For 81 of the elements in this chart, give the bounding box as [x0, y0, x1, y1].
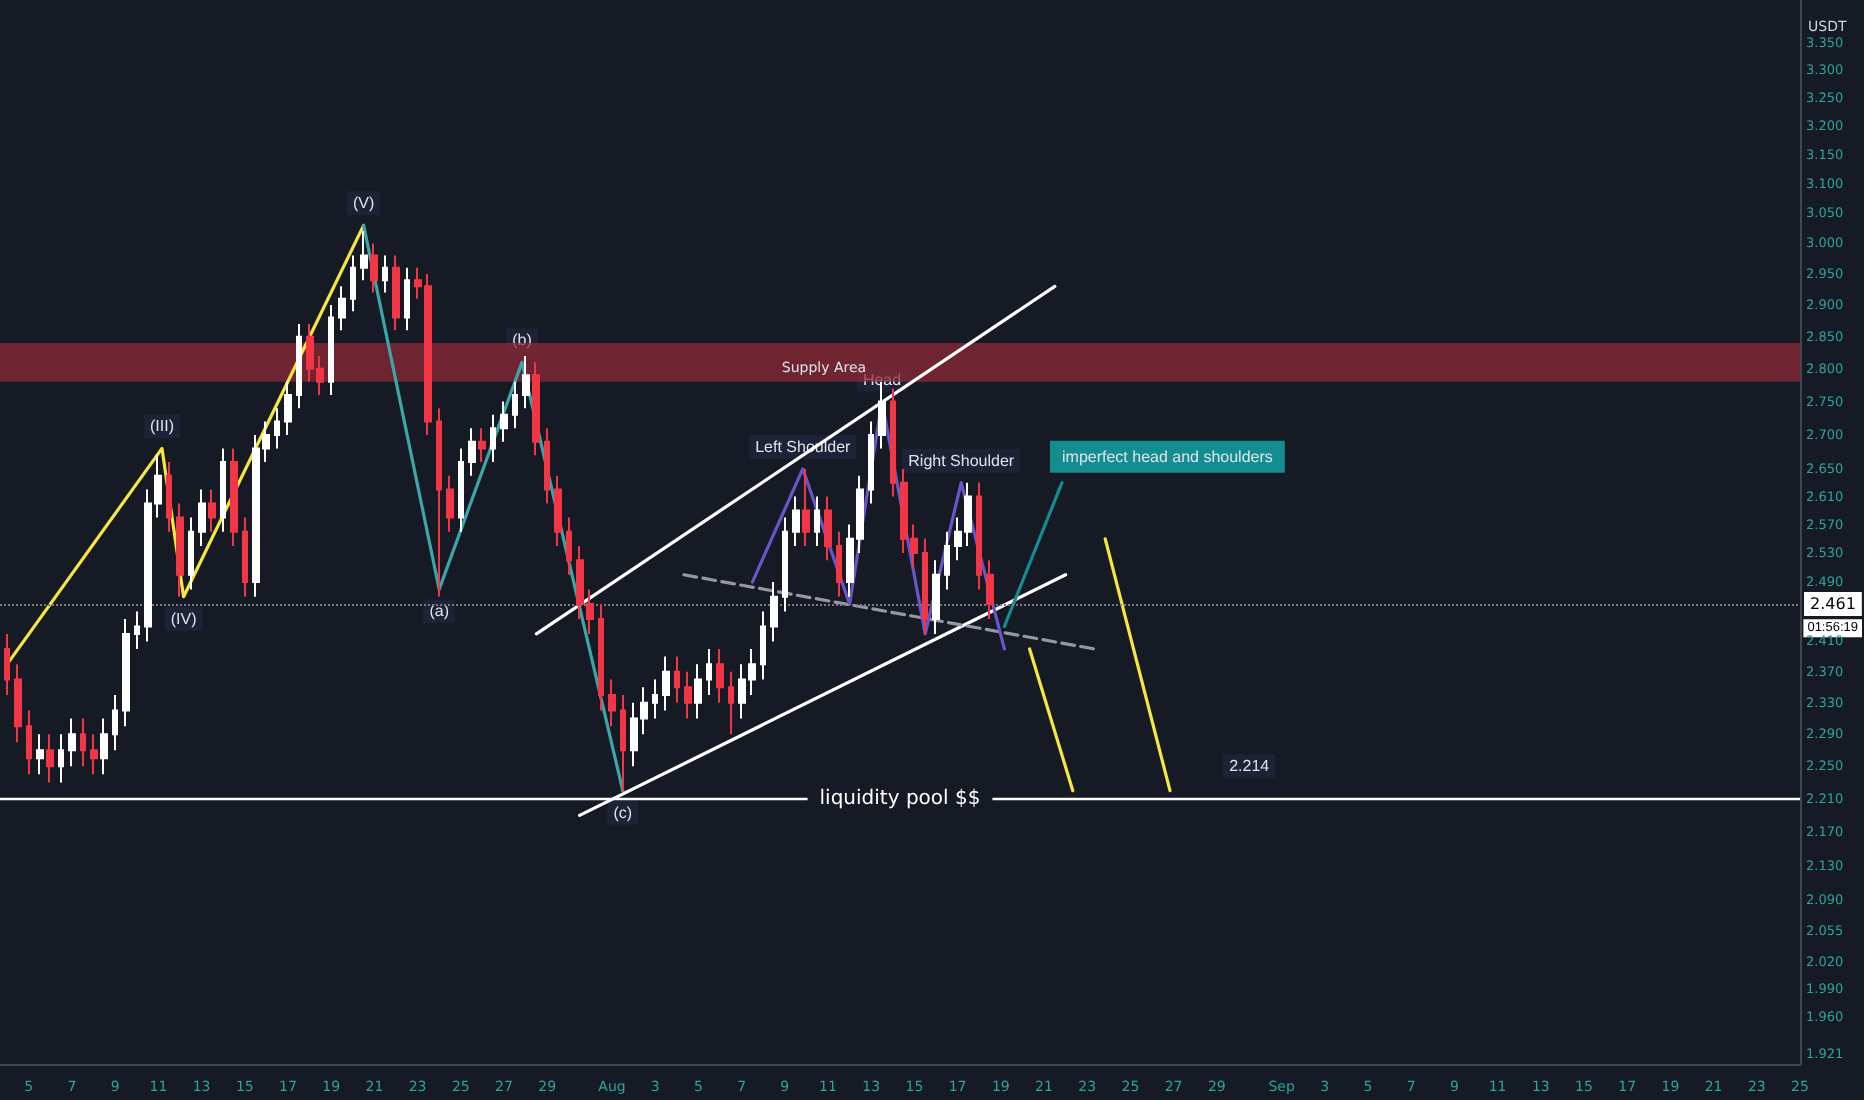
candlestick	[436, 407, 442, 598]
candlestick	[782, 516, 788, 613]
candlestick	[598, 603, 604, 712]
candlestick	[944, 530, 950, 591]
candlestick	[46, 733, 54, 784]
candlestick	[532, 361, 540, 457]
candlestick	[802, 467, 810, 547]
candlestick	[922, 537, 928, 635]
candlestick	[134, 610, 140, 650]
candlestick	[404, 266, 410, 332]
candlestick	[836, 530, 842, 598]
candlestick	[544, 427, 550, 505]
annotation: Right Shoulder	[908, 451, 1015, 470]
candlestick	[468, 427, 476, 477]
candlestick	[58, 733, 64, 784]
candlestick	[4, 632, 10, 696]
candlestick	[554, 474, 562, 547]
candlestick	[122, 617, 130, 728]
annotation: (V)	[352, 194, 375, 213]
candlestick	[662, 655, 670, 712]
annotation: (c)	[613, 803, 633, 822]
candlestick	[188, 516, 194, 591]
annotation: (b)	[512, 331, 533, 350]
annotation: imperfect head and shoulders	[1062, 447, 1273, 466]
candlestick	[814, 495, 820, 547]
candlestick	[674, 655, 680, 704]
candlestick	[566, 516, 572, 576]
candlestick	[370, 242, 378, 294]
candlestick	[868, 420, 874, 505]
candlestick	[620, 693, 626, 792]
candlestick	[220, 447, 226, 533]
candlestick	[792, 495, 800, 547]
candlestick	[242, 516, 248, 598]
candlestick	[382, 254, 388, 294]
candlestick	[90, 733, 98, 776]
candlestick	[706, 647, 712, 696]
candlestick	[284, 380, 292, 436]
candlestick	[100, 717, 108, 776]
candlestick	[166, 461, 172, 533]
candlestick	[176, 502, 184, 598]
candlestick	[14, 663, 22, 744]
candlestick	[26, 709, 32, 776]
candlestick	[360, 230, 368, 282]
candlestick	[198, 488, 206, 547]
candlestick	[446, 474, 454, 533]
candlestick	[80, 717, 86, 768]
candlestick	[500, 400, 508, 443]
candlestick	[274, 407, 280, 450]
candlestick	[458, 447, 464, 533]
candlestick	[112, 693, 118, 752]
candlestick	[478, 427, 486, 464]
candlestick	[770, 581, 778, 643]
candlestick	[350, 254, 356, 313]
candlestick	[760, 610, 766, 681]
candlestick	[694, 663, 702, 720]
candlestick	[716, 647, 724, 704]
candlestick	[512, 380, 518, 430]
ref-line-label: 2.461	[1810, 595, 1856, 614]
candlestick	[728, 670, 734, 736]
candlestick	[684, 670, 692, 720]
candlestick	[36, 733, 44, 776]
annotation: (III)	[150, 417, 175, 436]
candlestick	[608, 678, 616, 728]
ref-line-label: liquidity pool $$	[819, 787, 981, 810]
annotation: 2.214	[1229, 757, 1271, 776]
candlestick	[328, 304, 334, 396]
candlestick	[890, 387, 896, 498]
candlestick	[824, 495, 832, 562]
candlestick	[68, 717, 76, 768]
annotation: (IV)	[170, 609, 198, 628]
candlestick	[986, 559, 994, 620]
candlestick	[208, 488, 216, 533]
candlestick	[392, 254, 400, 332]
candlestick	[522, 354, 530, 410]
candlestick	[652, 678, 658, 720]
candlestick	[976, 481, 982, 591]
annotation: (a)	[429, 602, 450, 621]
candlestick	[490, 413, 496, 464]
candlestick	[296, 322, 302, 410]
candlestick	[338, 285, 346, 332]
candlestick	[230, 447, 238, 547]
